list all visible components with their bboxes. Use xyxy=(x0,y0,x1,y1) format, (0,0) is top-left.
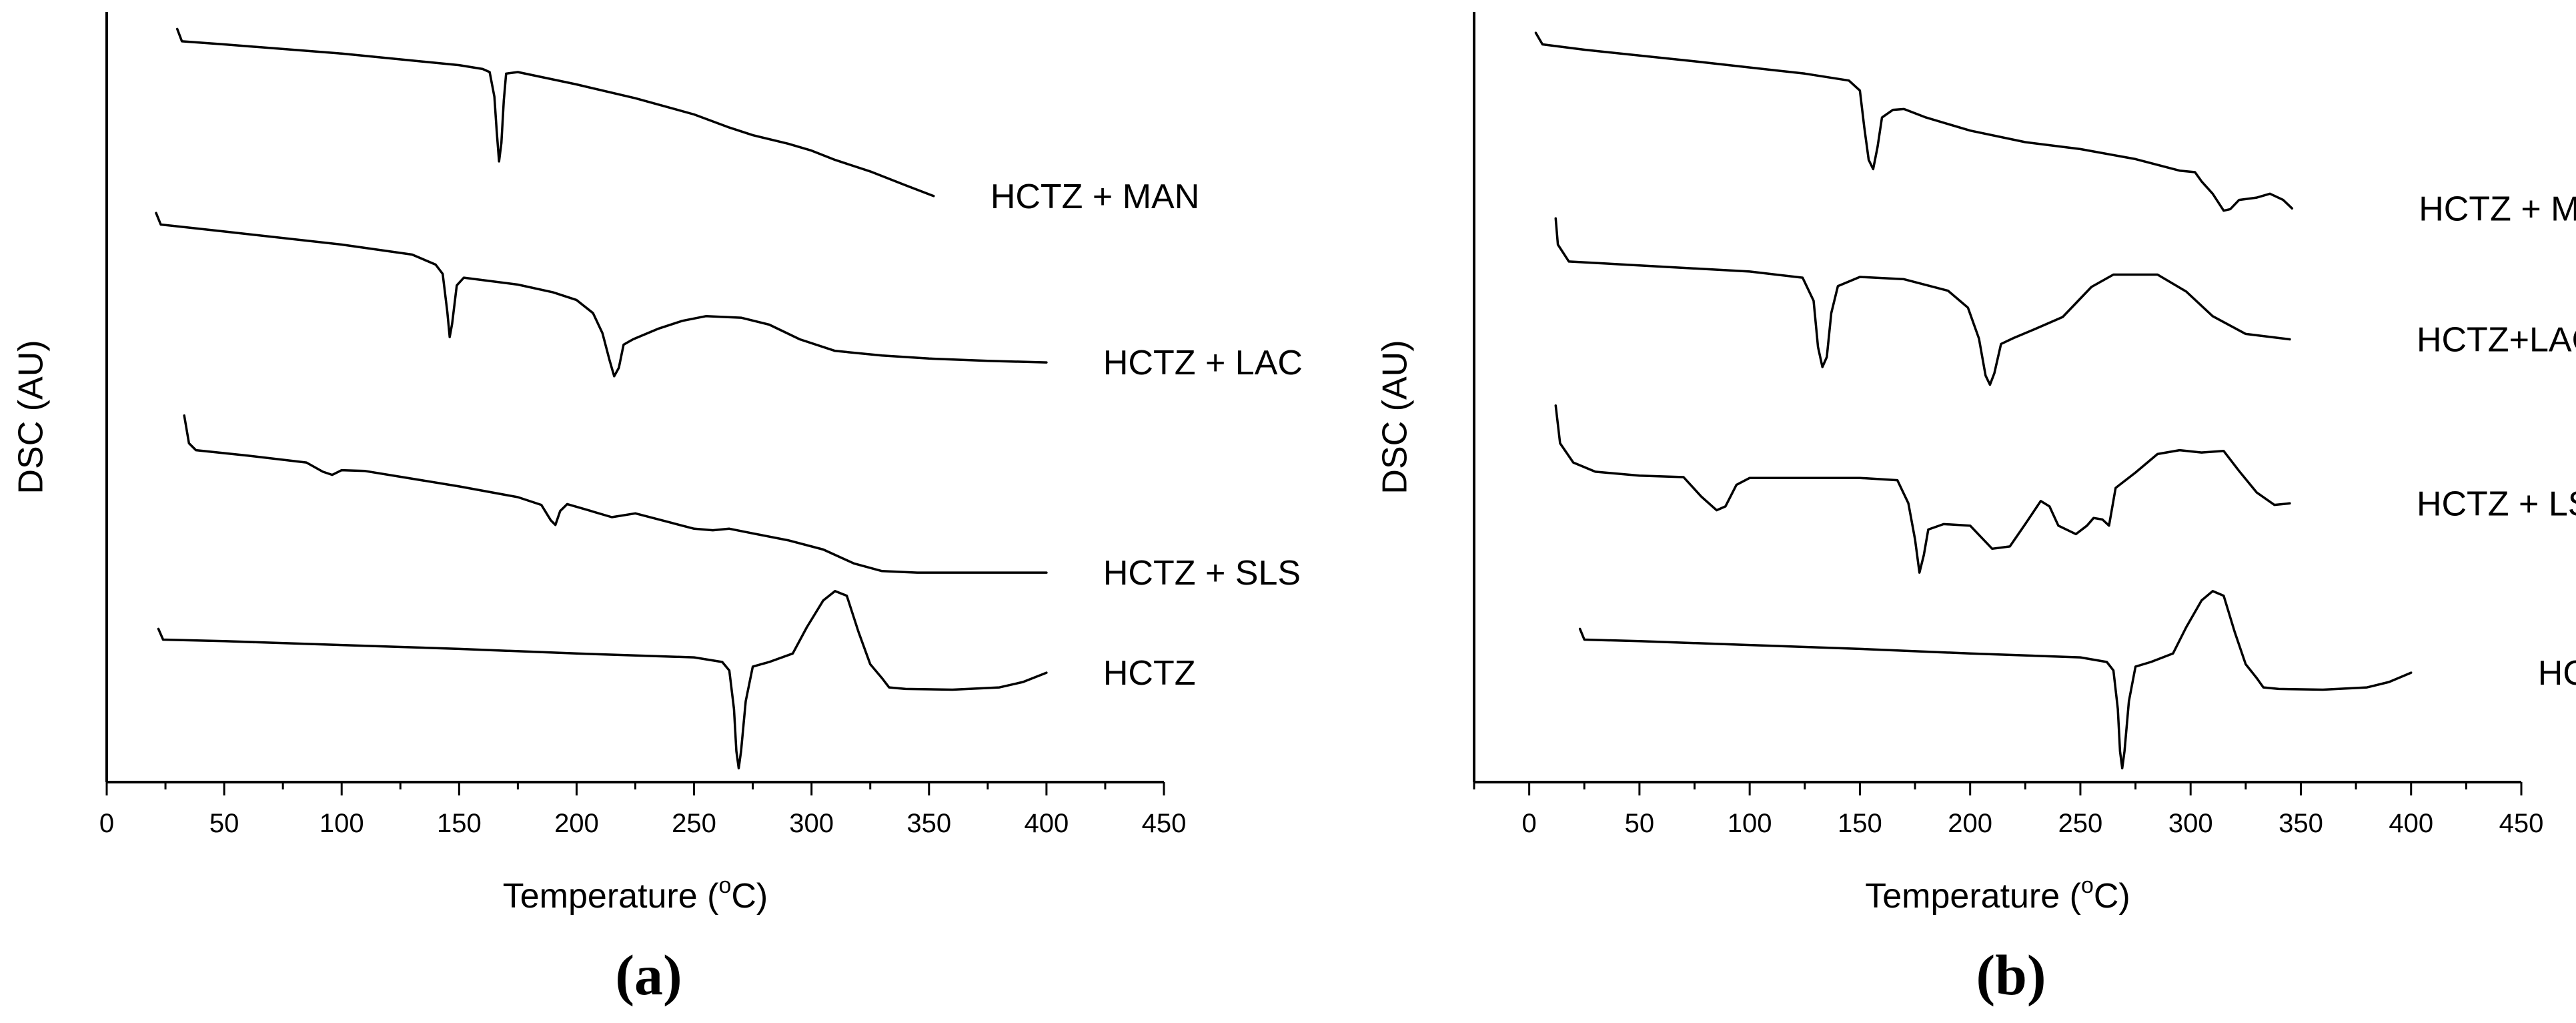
x-tick-label: 450 xyxy=(2499,809,2544,838)
x-tick-label: 300 xyxy=(2168,809,2213,838)
x-tick-label: 250 xyxy=(672,809,716,838)
x-tick-label: 350 xyxy=(906,809,951,838)
x-tick-label: 350 xyxy=(2279,809,2323,838)
y-axis-title: DSC (AU) xyxy=(12,340,51,494)
x-tick-label: 150 xyxy=(437,809,482,838)
series-line-1 xyxy=(1534,31,2294,212)
x-tick-label: 100 xyxy=(1728,809,1772,838)
series-line-3 xyxy=(1554,404,2291,574)
series-label: HCTZ xyxy=(1103,654,1196,693)
y-axis-title: DSC (AU) xyxy=(1376,340,1415,494)
series-label: HCTZ + SLS xyxy=(1103,554,1301,593)
x-tick-label: 200 xyxy=(1948,809,1992,838)
series-label: HCTZ + LAC xyxy=(1103,344,1303,382)
x-tick-label: 300 xyxy=(789,809,834,838)
chart-panel-a: 0 50 100 150 200 250 300 350 400 450 Temperature (… xyxy=(12,12,1303,1007)
series-line-3 xyxy=(183,414,1048,574)
series-label: HCTZ + MAN xyxy=(2419,190,2576,228)
series-line-4 xyxy=(157,590,1048,769)
x-tick-label: 150 xyxy=(1838,809,1882,838)
series-label: HCTZ + LSS xyxy=(2417,484,2576,523)
panel-label: (b) xyxy=(1976,943,2046,1007)
chart-panel-b: 0 50 100 150 200 250 300 350 400 450 Temperature (… xyxy=(1376,12,2576,1007)
series-line-2 xyxy=(1554,217,2291,386)
x-axis-title: Temperature (oC) xyxy=(1865,873,2130,916)
x-tick-label: 50 xyxy=(209,809,239,838)
x-tick-label: 250 xyxy=(2058,809,2103,838)
series-label: HCTZ + MAN xyxy=(991,178,1199,216)
x-tick-label: 0 xyxy=(99,809,114,838)
x-axis-title: Temperature (oC) xyxy=(503,873,768,916)
x-tick-label: 200 xyxy=(554,809,599,838)
panel-label: (a) xyxy=(615,943,682,1007)
x-tick-label: 50 xyxy=(1625,809,1655,838)
series-line-2 xyxy=(155,212,1048,378)
series-label: HCTZ+LAC xyxy=(2417,320,2576,359)
series-label: HCTZ xyxy=(2538,654,2576,693)
x-tick-label: 100 xyxy=(319,809,364,838)
series-line-1 xyxy=(175,27,935,198)
x-tick-label: 450 xyxy=(1142,809,1187,838)
x-tick-label: 400 xyxy=(2389,809,2433,838)
series-line-4 xyxy=(1578,590,2413,769)
x-tick-label: 0 xyxy=(1522,809,1537,838)
x-tick-label: 400 xyxy=(1025,809,1069,838)
